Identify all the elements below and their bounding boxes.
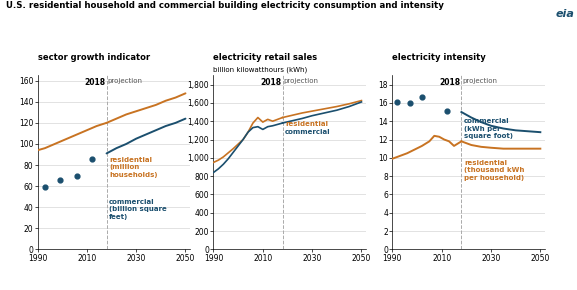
Text: 2018: 2018 (439, 78, 460, 87)
Point (72, 173, 81, 178)
Text: 2018: 2018 (260, 78, 282, 87)
Text: projection: projection (463, 78, 497, 84)
Text: U.S. residential household and commercial building electricity consumption and i: U.S. residential household and commercia… (6, 1, 444, 10)
Text: projection: projection (108, 78, 143, 84)
Point (393, 100, 402, 104)
Text: electricity retail sales: electricity retail sales (213, 53, 317, 62)
Text: sector growth indicator: sector growth indicator (38, 53, 149, 62)
Point (40, 185, 50, 189)
Point (417, 95, 426, 100)
Point (87, 156, 96, 161)
Text: residential
(million
households): residential (million households) (109, 157, 158, 177)
Text: commercial
(billion square
feet): commercial (billion square feet) (109, 199, 167, 220)
Text: electricity intensity: electricity intensity (392, 53, 486, 62)
Text: eia: eia (555, 9, 574, 19)
Point (405, 101, 414, 105)
Text: projection: projection (284, 78, 319, 84)
Text: residential: residential (285, 121, 328, 127)
Point (55, 177, 64, 182)
Text: commercial: commercial (285, 129, 331, 135)
Text: residential
(thousand kWh
per household): residential (thousand kWh per household) (464, 160, 524, 181)
Point (442, 109, 451, 113)
Text: commercial
(kWh per
square foot): commercial (kWh per square foot) (464, 118, 513, 139)
Text: 2018: 2018 (84, 78, 106, 87)
Text: billion kilowatthours (kWh): billion kilowatthours (kWh) (213, 67, 308, 73)
